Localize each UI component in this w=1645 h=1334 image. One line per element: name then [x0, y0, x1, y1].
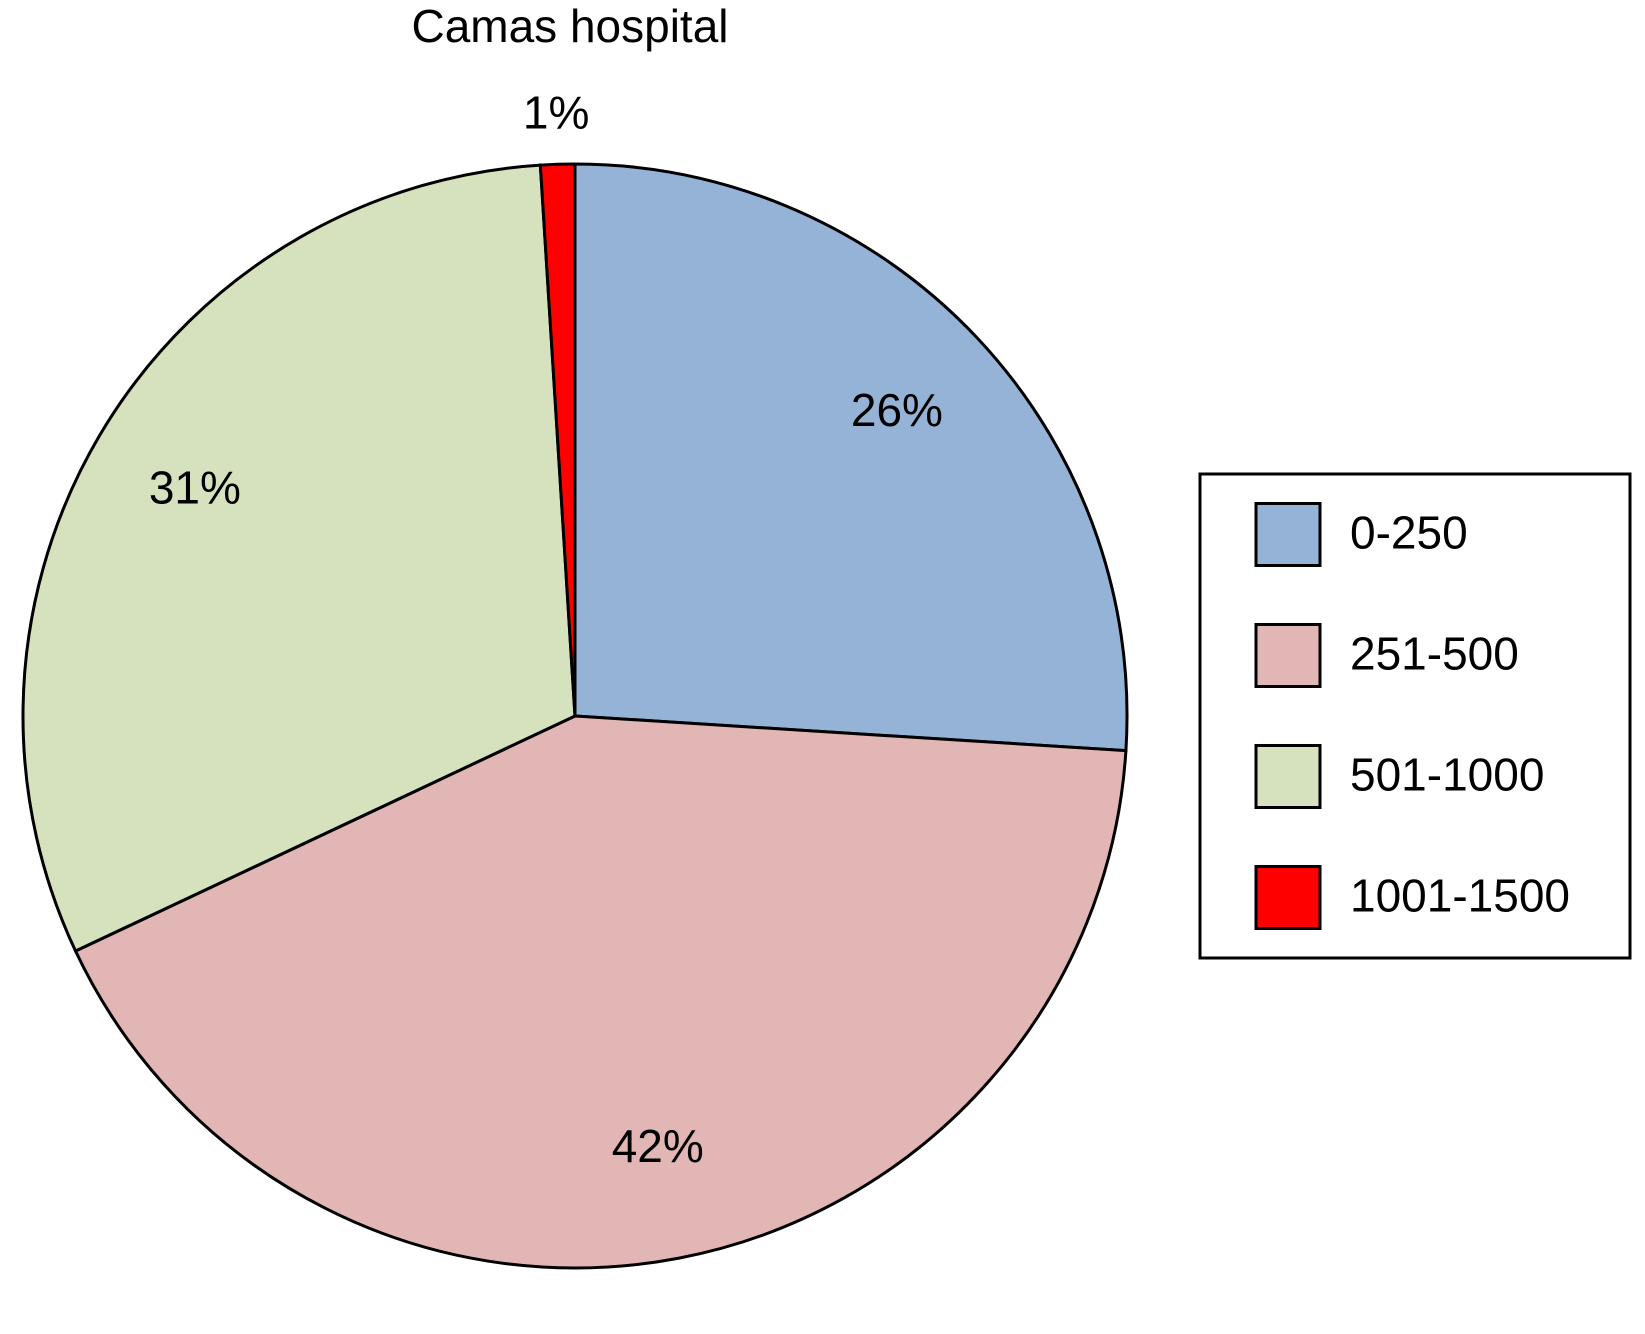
legend-label: 1001-1500 [1350, 870, 1570, 922]
data-label: 26% [851, 384, 943, 436]
chart-title: Camas hospital [411, 0, 728, 52]
pie-slice [573, 162, 1129, 753]
legend-label: 501-1000 [1350, 749, 1544, 801]
pie-slice [21, 163, 577, 954]
legend-label: 0-250 [1350, 507, 1468, 559]
legend-swatch [1254, 502, 1322, 567]
data-label: 31% [149, 461, 241, 513]
legend-swatch [1254, 865, 1322, 930]
pie-slice [73, 714, 1128, 1270]
data-label: 1% [523, 86, 589, 138]
legend-label: 251-500 [1350, 628, 1519, 680]
pie-slice [538, 162, 577, 717]
legend-swatch [1254, 744, 1322, 809]
legend-swatch [1254, 623, 1322, 688]
data-label: 42% [612, 1120, 704, 1172]
